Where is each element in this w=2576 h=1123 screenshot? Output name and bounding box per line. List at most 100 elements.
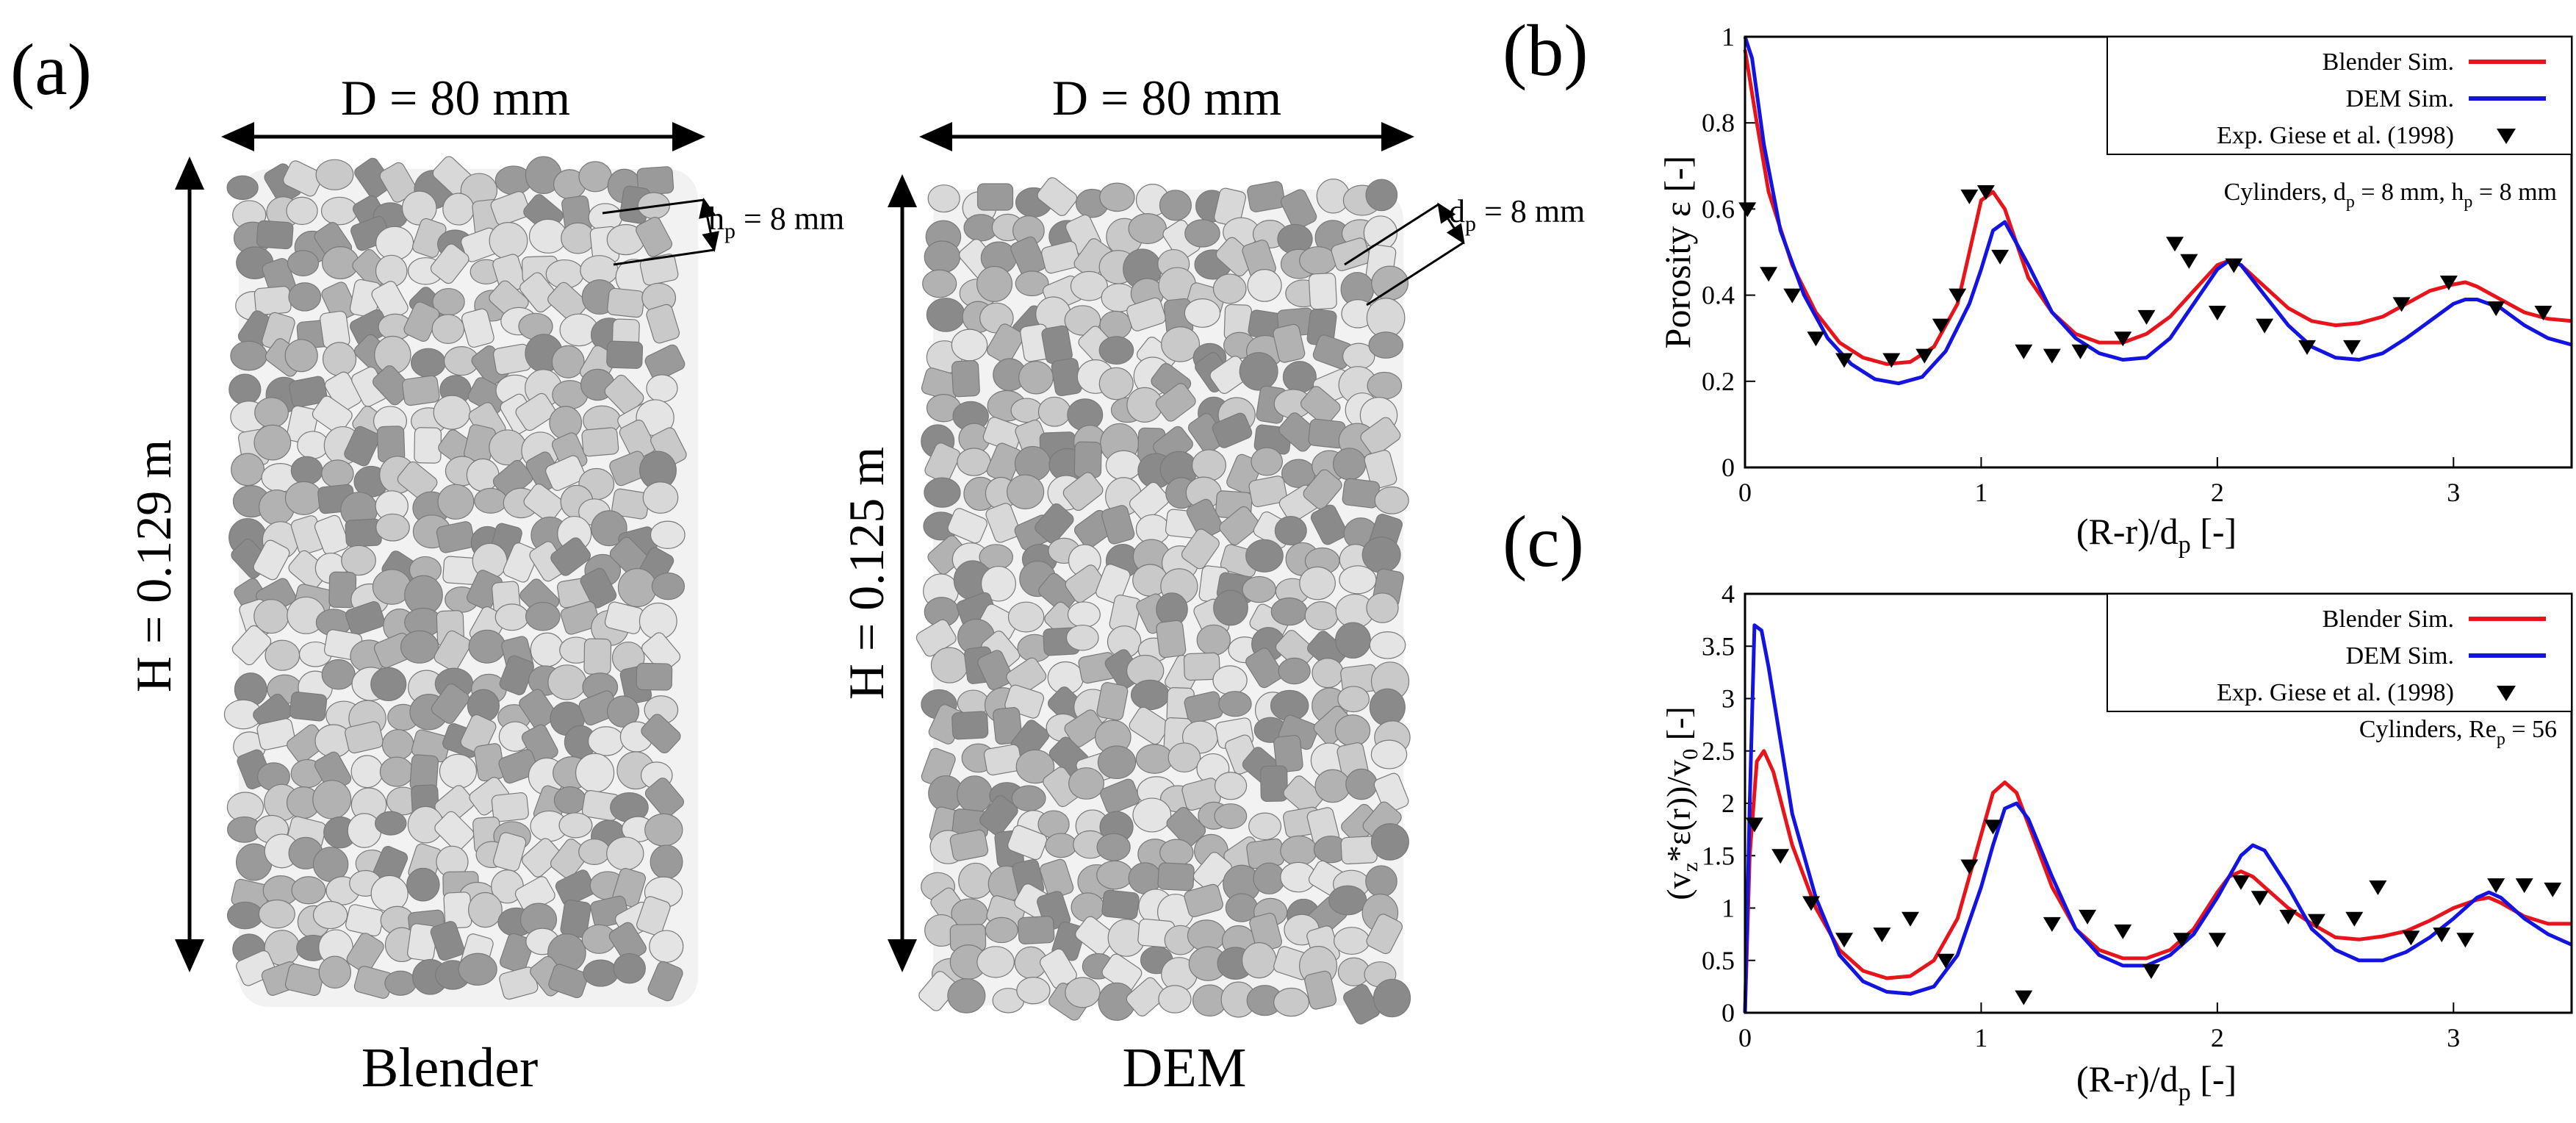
blender-particle xyxy=(253,424,292,461)
dem-particle xyxy=(1241,941,1277,979)
dem-particle xyxy=(1370,739,1408,769)
blender-particle xyxy=(254,397,289,428)
blender-particle xyxy=(494,603,529,631)
blender-particle xyxy=(650,844,683,880)
blender-particle xyxy=(607,287,645,318)
dem-height-label: H = 0.125 m xyxy=(838,447,894,700)
chart-b-ytick-label: 0 xyxy=(1721,453,1735,482)
blender-particle xyxy=(490,191,530,226)
blender-particle xyxy=(434,811,475,851)
blender-particle xyxy=(322,342,357,376)
chart-b-exp-point xyxy=(1991,249,2010,265)
chart-c-exp-point xyxy=(2043,916,2061,932)
dem-particle xyxy=(1129,481,1170,522)
blender-particle xyxy=(499,933,534,973)
blender-particle xyxy=(613,952,646,984)
dem-particle xyxy=(1282,361,1317,393)
dem-particle xyxy=(1161,326,1201,362)
blender-dim-line-bottom xyxy=(613,248,715,266)
panel-c: (c) 0 1 2 3 0 0.5 1 1.5 2 2.5 3 3.5 4 Blender Sim. D… xyxy=(1503,500,2573,1106)
blender-particle xyxy=(431,314,465,344)
blender-particle xyxy=(315,159,354,190)
chart-c-annot-0: Cylinders, Re xyxy=(2359,716,2497,743)
blender-particle xyxy=(639,254,679,286)
chart-c-ytick-label: 1.5 xyxy=(1702,841,1735,870)
chart-b-exp-point xyxy=(2015,344,2033,359)
dem-particle xyxy=(1037,177,1078,216)
blender-particle xyxy=(636,896,671,936)
dem-particle xyxy=(1065,564,1106,603)
chart-b-exp-point xyxy=(2225,258,2243,273)
dem-particle xyxy=(1365,865,1397,897)
blender-particle xyxy=(549,406,583,440)
dem-particle xyxy=(1374,486,1409,514)
dem-particle xyxy=(1248,812,1282,841)
blender-particle xyxy=(553,786,586,814)
chart-c-xtick-label: 3 xyxy=(2447,1023,2460,1052)
dem-particle xyxy=(1181,528,1220,570)
chart-b-exp-point xyxy=(1807,331,1825,347)
dem-particles xyxy=(915,177,1411,1025)
chart-c-legend-exp-marker xyxy=(2497,686,2516,701)
dem-particle xyxy=(1299,566,1336,600)
dem-particle xyxy=(951,711,989,740)
chart-b-xtick-label: 0 xyxy=(1738,478,1752,507)
dem-particle xyxy=(1260,765,1288,803)
chart-b-exp-point xyxy=(2439,276,2458,291)
dem-particle xyxy=(1212,412,1253,448)
blender-particle xyxy=(458,952,497,986)
blender-particle xyxy=(341,545,376,576)
blender-particle xyxy=(430,243,469,284)
blender-particle xyxy=(606,340,644,369)
chart-c-legend-box xyxy=(2107,593,2572,712)
chart-c-exp-point xyxy=(1745,817,1763,833)
dem-particle xyxy=(1214,803,1248,829)
blender-particle xyxy=(375,513,410,542)
chart-b-legend-box xyxy=(2107,36,2572,155)
chart-c-xlabel-sub: p xyxy=(2179,1079,2191,1106)
chart-b-exp-point xyxy=(1976,184,1995,200)
dem-particle xyxy=(1168,742,1201,773)
dem-particle xyxy=(947,508,987,544)
panel-b-label: (b) xyxy=(1503,10,1589,91)
dem-dim-arrow xyxy=(1437,202,1465,245)
blender-dim-line-top xyxy=(602,198,705,215)
dem-particle xyxy=(927,184,960,213)
dem-particle xyxy=(993,707,1023,745)
blender-particle xyxy=(644,813,683,847)
chart-b-annot-1: p xyxy=(2346,193,2355,212)
blender-particle xyxy=(550,537,591,576)
chart-b-exp-point xyxy=(1949,288,1967,304)
dem-bed xyxy=(915,177,1411,1025)
blender-particle xyxy=(384,970,417,996)
chart-b-annot-3: p xyxy=(2464,193,2472,212)
panel-b: (b) 0 1 2 3 0 0.2 0.4 0.6 0.8 1 Blender Sim. DEM … xyxy=(1503,10,2573,559)
dem-particle xyxy=(1245,539,1284,573)
blender-particle xyxy=(288,550,329,589)
blender-particle xyxy=(400,630,439,664)
dem-particle xyxy=(1132,797,1172,833)
panel-c-label: (c) xyxy=(1503,500,1584,582)
blender-particle xyxy=(442,193,475,226)
blender-particle xyxy=(253,539,290,581)
chart-b-exp-point xyxy=(2298,340,2316,355)
chart-c-exp-point xyxy=(2079,909,2097,925)
dem-particle xyxy=(1304,601,1339,631)
chart-c-exp-point xyxy=(2142,964,2160,979)
chart-c-exp-point xyxy=(2173,933,2191,948)
dem-particle xyxy=(1068,767,1104,800)
dem-particle xyxy=(1339,565,1377,595)
dem-particle xyxy=(1191,449,1226,481)
blender-particle xyxy=(647,961,683,1002)
blender-particle xyxy=(468,629,506,664)
dem-particle xyxy=(1075,916,1115,955)
chart-c-exp-point xyxy=(1960,859,1979,875)
blender-particle xyxy=(558,812,593,839)
chart-b-exp-point xyxy=(2256,318,2274,334)
blender-particle xyxy=(226,901,264,930)
blender-particle xyxy=(651,572,686,600)
chart-b-exp-point xyxy=(2208,306,2226,321)
dem-particle xyxy=(1335,622,1371,659)
blender-particle xyxy=(288,282,322,312)
dem-particle xyxy=(1041,325,1073,364)
